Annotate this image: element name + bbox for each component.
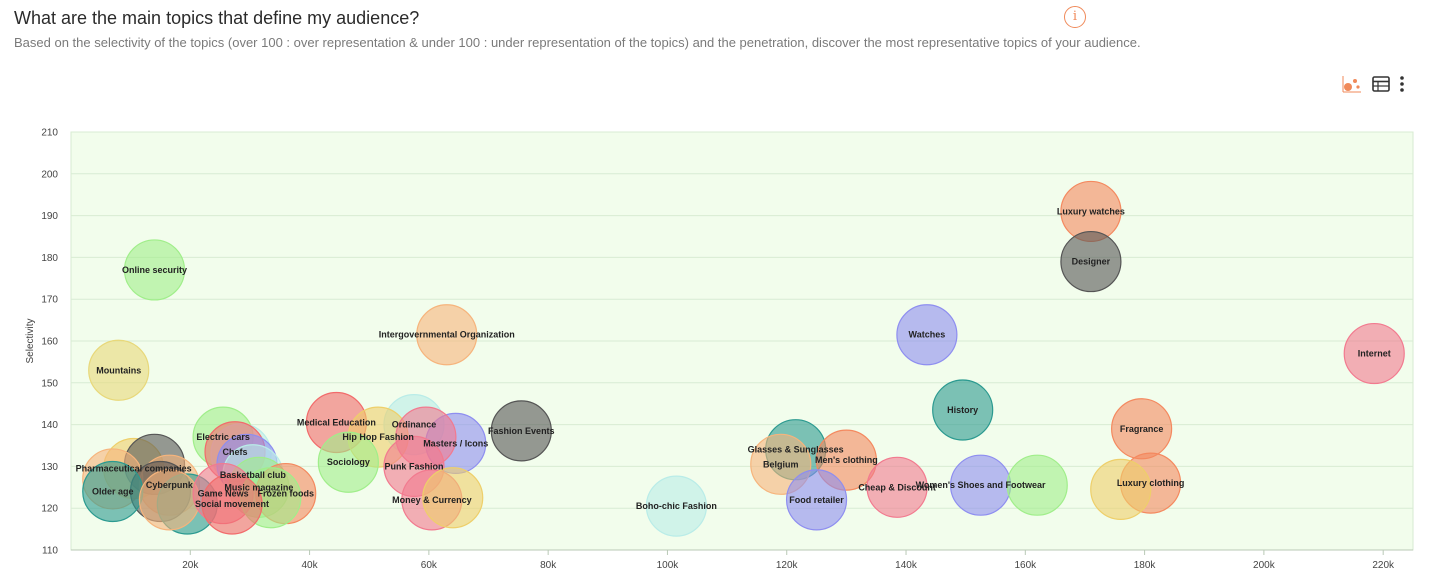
bubble-mountains[interactable] [88, 339, 150, 401]
bubble-label: Luxury watches [1057, 206, 1125, 216]
bubble-label: Designer [1072, 257, 1111, 267]
bubble-label: Glasses & Sunglasses [748, 445, 844, 455]
y-tick-label: 210 [41, 128, 58, 139]
x-tick-label: 120k [776, 560, 799, 571]
bubble-label: Cyberpunk [146, 480, 194, 490]
y-tick-label: 190 [41, 211, 58, 222]
x-tick-label: 140k [895, 560, 918, 571]
bubble-intergovernmental-organization[interactable] [416, 304, 478, 366]
bubble-sociology[interactable] [317, 431, 379, 493]
bubble-watches[interactable] [896, 304, 958, 366]
bubble-label: Internet [1358, 349, 1391, 359]
bubble-social-movement[interactable] [201, 473, 263, 535]
x-tick-label: 160k [1014, 560, 1037, 571]
bubble-label: Medical Education [297, 418, 376, 428]
bubble-label: Online security [122, 265, 187, 275]
bubble-label: Older age [92, 486, 134, 496]
bubbles [82, 180, 1405, 537]
y-tick-label: 170 [41, 295, 58, 306]
bubble-chart: 110 120 130 140 150 160 170 180 190 200 210 20k 40k 6… [25, 128, 1414, 571]
x-tick-label: 20k [182, 560, 199, 571]
bubble-boho-chic-fashion[interactable] [645, 475, 707, 537]
bubble[interactable] [1090, 458, 1152, 520]
bubble[interactable] [138, 469, 201, 531]
bubble-chart-icon[interactable] [1342, 74, 1362, 99]
bubble-label: Electric cars [196, 432, 250, 442]
bubble-label: Punk Fashion [384, 461, 443, 471]
bubble-label: Boho-chic Fashion [636, 501, 717, 511]
y-tick-label: 130 [41, 462, 58, 473]
bubble-label: Pharmaceutical companies [76, 463, 192, 473]
bubble-cheap-discount[interactable] [866, 456, 928, 518]
x-tick-label: 200k [1253, 560, 1276, 571]
bubble-label: Hip Hop Fashion [342, 432, 414, 442]
bubble-internet[interactable] [1343, 322, 1405, 385]
x-tick-label: 180k [1134, 560, 1157, 571]
bubble-label: Masters / Icons [423, 438, 488, 448]
y-tick-label: 140 [41, 420, 58, 431]
y-tick-label: 180 [41, 253, 58, 264]
bubble-history[interactable] [932, 379, 994, 441]
y-tick-label: 200 [41, 169, 58, 180]
table-icon[interactable] [1371, 74, 1391, 99]
x-tick-label: 80k [540, 560, 557, 571]
info-icon[interactable]: i [1064, 6, 1086, 28]
bubble-label: Belgium [763, 459, 799, 469]
bubble-label: Chefs [223, 447, 248, 457]
bubble-fashion-events[interactable] [490, 400, 552, 462]
y-tick-label: 150 [41, 378, 58, 389]
bubble-label: Intergovernmental Organization [379, 330, 515, 340]
y-tick-label: 160 [41, 337, 58, 348]
bubble-label: Game News [198, 489, 249, 499]
bubble-label: Cheap & Discount [858, 482, 936, 492]
bubble-label: Men's clothing [815, 455, 878, 465]
x-tick-label: 40k [302, 560, 319, 571]
x-tick-label: 220k [1372, 560, 1395, 571]
bubble-label: Luxury clothing [1117, 478, 1185, 488]
bubble-online-security[interactable] [123, 239, 186, 301]
bubble-label: Watches [909, 330, 946, 340]
bubble-label: Fashion Events [488, 426, 555, 436]
bubble[interactable] [422, 467, 484, 529]
bubble-designer[interactable] [1060, 230, 1122, 293]
more-vertical-icon[interactable] [1396, 74, 1408, 99]
bubble-label: Ordinance [392, 420, 437, 430]
y-axis-title: Selectivity [25, 318, 36, 363]
bubble-label: Women's Shoes and Footwear [916, 480, 1046, 490]
x-tick-label: 60k [421, 560, 438, 571]
bubble-label: Social movement [195, 499, 269, 509]
axes: 110 120 130 140 150 160 170 180 190 200 210 20k 40k 6… [25, 128, 1413, 571]
bubble[interactable] [1006, 454, 1068, 516]
bubble-label: Frozen foods [257, 489, 314, 499]
bubble-labels: Luxury watches Designer Online security Int… [76, 206, 1391, 511]
bubble-label: Mountains [96, 365, 141, 375]
bubble-label: Music magazine [224, 482, 293, 492]
bubble-label: Sociology [327, 457, 370, 467]
bubble-label: History [947, 405, 978, 415]
bubble-food-retailer[interactable] [785, 469, 848, 531]
x-tick-label: 100k [657, 560, 680, 571]
y-tick-label: 120 [41, 504, 58, 515]
bubble-label: Money & Currency [392, 495, 472, 505]
chart-title: What are the main topics that define my … [14, 8, 420, 28]
bubble-label: Food retailer [789, 495, 844, 505]
bubble-label: Fragrance [1120, 424, 1164, 434]
chart-subtitle: Based on the selectivity of the topics (… [14, 35, 1141, 50]
y-tick-label: 110 [42, 546, 58, 557]
bubble-label: Basketball club [220, 470, 287, 480]
